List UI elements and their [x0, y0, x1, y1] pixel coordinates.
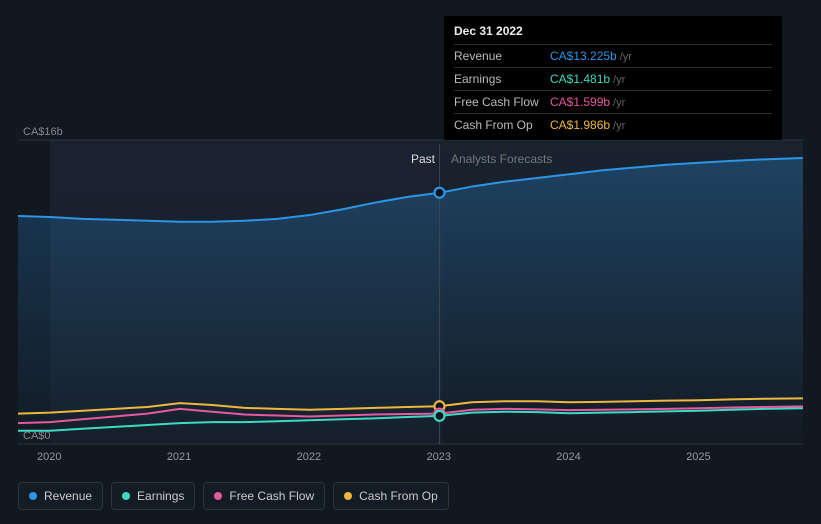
tooltip-row-value: CA$13.225b [550, 49, 617, 63]
period-past-label: Past [411, 152, 435, 166]
legend-label: Cash From Op [359, 489, 438, 503]
x-axis-label: 2022 [297, 451, 321, 463]
tooltip-row-unit: /yr [613, 120, 625, 132]
tooltip-row-value: CA$1.481b [550, 72, 610, 86]
tooltip-row: Free Cash FlowCA$1.599b/yr [454, 90, 772, 113]
tooltip-row-value: CA$1.986b [550, 118, 610, 132]
tooltip-row: RevenueCA$13.225b/yr [454, 44, 772, 67]
legend-dot-icon [29, 492, 37, 500]
chart-tooltip: Dec 31 2022 RevenueCA$13.225b/yrEarnings… [444, 16, 782, 140]
tooltip-row-label: Revenue [454, 49, 550, 63]
legend-dot-icon [344, 492, 352, 500]
legend-label: Earnings [137, 489, 184, 503]
tooltip-title: Dec 31 2022 [454, 24, 772, 38]
x-axis-label: 2024 [556, 451, 580, 463]
legend-item-revenue[interactable]: Revenue [18, 482, 103, 510]
legend-item-cash_from_op[interactable]: Cash From Op [333, 482, 449, 510]
tooltip-row-unit: /yr [620, 51, 632, 63]
legend-item-earnings[interactable]: Earnings [111, 482, 195, 510]
y-axis-label: CA$0 [23, 430, 51, 442]
legend-dot-icon [214, 492, 222, 500]
legend-label: Free Cash Flow [229, 489, 314, 503]
tooltip-row-label: Earnings [454, 72, 550, 86]
legend-item-free_cash_flow[interactable]: Free Cash Flow [203, 482, 325, 510]
x-axis-label: 2020 [37, 451, 61, 463]
x-axis-labels: 2020 2021 2022 2023 2024 2025 [18, 451, 803, 467]
x-axis-label: 2023 [426, 451, 450, 463]
tooltip-row-unit: /yr [613, 97, 625, 109]
tooltip-row-unit: /yr [613, 74, 625, 86]
tooltip-row-value: CA$1.599b [550, 95, 610, 109]
tooltip-row: EarningsCA$1.481b/yr [454, 67, 772, 90]
period-forecast-label: Analysts Forecasts [451, 152, 552, 166]
legend-label: Revenue [44, 489, 92, 503]
tooltip-row: Cash From OpCA$1.986b/yr [454, 113, 772, 136]
y-axis-label: CA$16b [23, 126, 63, 138]
x-axis-label: 2021 [167, 451, 191, 463]
tooltip-row-label: Cash From Op [454, 118, 550, 132]
x-axis-label: 2025 [686, 451, 710, 463]
legend: Revenue Earnings Free Cash Flow Cash From O… [18, 482, 449, 510]
legend-dot-icon [122, 492, 130, 500]
tooltip-row-label: Free Cash Flow [454, 95, 550, 109]
